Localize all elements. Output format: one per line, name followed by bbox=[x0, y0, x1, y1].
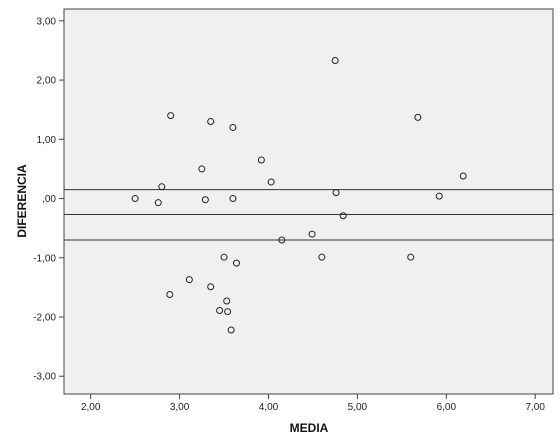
y-axis-title: DIFERENCIA bbox=[15, 164, 29, 238]
data-point bbox=[339, 212, 347, 220]
x-tick-label: 7,00 bbox=[525, 402, 545, 413]
data-point bbox=[198, 165, 206, 173]
data-point bbox=[414, 113, 422, 121]
data-point bbox=[207, 118, 215, 126]
data-point bbox=[207, 283, 215, 291]
x-tick-label: 4,00 bbox=[259, 402, 279, 413]
y-tick-label: -2,00 bbox=[33, 313, 56, 324]
x-axis: 2,00 3,00 4,00 5,00 6,00 7,00 bbox=[81, 394, 545, 413]
data-point bbox=[167, 112, 175, 120]
data-point bbox=[166, 290, 174, 298]
x-tick-label: 3,00 bbox=[170, 402, 190, 413]
data-point bbox=[131, 195, 139, 203]
y-axis: -3,00 -2,00 -1,00 ,00 1,00 2,00 3,00 bbox=[33, 16, 64, 383]
data-point bbox=[232, 259, 240, 267]
x-axis-title: MEDIA bbox=[290, 421, 329, 435]
data-point bbox=[318, 253, 326, 261]
data-point bbox=[223, 297, 231, 305]
data-point bbox=[308, 230, 316, 238]
y-tick-label: 3,00 bbox=[37, 16, 57, 27]
data-point bbox=[229, 195, 237, 203]
y-tick-label: -3,00 bbox=[33, 372, 56, 383]
data-point bbox=[278, 236, 286, 244]
data-point bbox=[216, 306, 224, 314]
data-point bbox=[227, 326, 235, 334]
data-point bbox=[154, 199, 162, 207]
x-tick-label: 2,00 bbox=[81, 402, 101, 413]
data-point bbox=[229, 123, 237, 131]
data-point bbox=[185, 276, 193, 284]
y-tick-label: ,00 bbox=[42, 194, 56, 205]
data-point bbox=[201, 196, 209, 204]
y-tick-label: 1,00 bbox=[37, 135, 57, 146]
data-point bbox=[459, 172, 467, 180]
data-point bbox=[257, 156, 265, 164]
data-point bbox=[224, 308, 232, 316]
data-point bbox=[158, 183, 166, 191]
data-point bbox=[267, 178, 275, 186]
data-point bbox=[331, 57, 339, 65]
x-tick-label: 5,00 bbox=[348, 402, 368, 413]
data-point bbox=[407, 253, 415, 261]
data-point bbox=[435, 192, 443, 200]
plot-area bbox=[63, 8, 554, 395]
data-point bbox=[332, 189, 340, 197]
data-point bbox=[220, 253, 228, 261]
y-tick-label: 2,00 bbox=[37, 76, 57, 87]
data-points bbox=[131, 57, 467, 334]
x-tick-label: 6,00 bbox=[437, 402, 457, 413]
y-tick-label: -1,00 bbox=[33, 253, 56, 264]
reference-lines bbox=[64, 189, 553, 241]
